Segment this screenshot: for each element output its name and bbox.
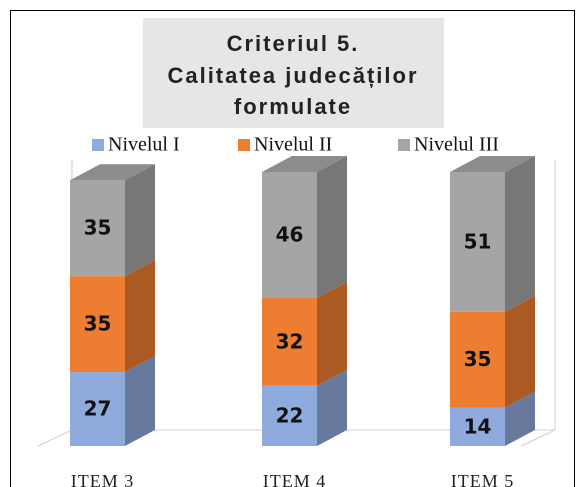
- bar: [262, 172, 317, 299]
- frame: [10, 10, 575, 487]
- bar-side: [125, 164, 155, 277]
- bar-side: [317, 369, 347, 446]
- bar-side: [317, 282, 347, 386]
- chart-title: Criteriul 5.: [227, 31, 360, 56]
- data-label: 35: [84, 216, 112, 240]
- bar: [262, 385, 317, 446]
- legend-swatch: [238, 139, 250, 151]
- data-label: 46: [276, 223, 304, 247]
- legend-swatch: [92, 139, 104, 151]
- bar: [450, 311, 505, 408]
- data-label: 14: [464, 414, 492, 438]
- bar-side: [505, 391, 535, 446]
- bar-side: [505, 156, 535, 312]
- bar-top: [450, 156, 535, 172]
- x-tick-label: ITEM 4: [263, 471, 327, 487]
- bar-side: [125, 356, 155, 446]
- bar: [262, 298, 317, 386]
- bar-top: [70, 164, 155, 181]
- bar: [450, 172, 505, 312]
- data-label: 32: [276, 329, 304, 353]
- bar: [70, 180, 125, 277]
- data-label: 51: [464, 229, 492, 253]
- title-box: [143, 18, 444, 128]
- bar: [70, 372, 125, 446]
- bar: [450, 407, 505, 446]
- bar-side: [317, 156, 347, 299]
- bar-side: [125, 260, 155, 373]
- data-label: 27: [84, 397, 112, 421]
- bar-top: [262, 156, 347, 172]
- chart-title: Calitatea judecăților: [167, 63, 418, 88]
- bar-side: [505, 295, 535, 408]
- legend-label: Nivelul III: [414, 134, 499, 156]
- legend-swatch: [398, 139, 410, 151]
- bar: [70, 276, 125, 373]
- data-label: 35: [84, 312, 112, 336]
- chart-title: formulate: [234, 94, 352, 119]
- x-tick-label: ITEM 3: [71, 471, 135, 487]
- data-label: 22: [276, 403, 304, 427]
- legend-label: Nivelul I: [108, 134, 180, 156]
- data-label: 35: [464, 347, 492, 371]
- legend-label: Nivelul II: [254, 134, 332, 156]
- x-tick-label: ITEM 5: [451, 471, 515, 487]
